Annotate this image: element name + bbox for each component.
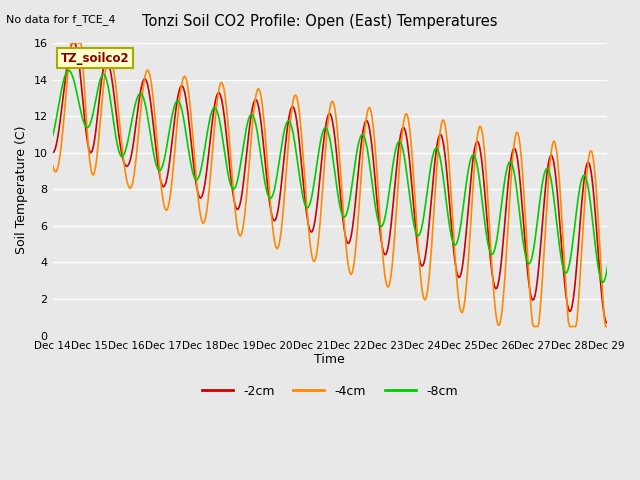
- Text: No data for f_TCE_4: No data for f_TCE_4: [6, 14, 116, 25]
- Text: TZ_soilco2: TZ_soilco2: [61, 52, 129, 65]
- Y-axis label: Soil Temperature (C): Soil Temperature (C): [15, 125, 28, 253]
- Text: Tonzi Soil CO2 Profile: Open (East) Temperatures: Tonzi Soil CO2 Profile: Open (East) Temp…: [142, 14, 498, 29]
- Legend: -2cm, -4cm, -8cm: -2cm, -4cm, -8cm: [196, 380, 463, 403]
- X-axis label: Time: Time: [314, 353, 345, 366]
